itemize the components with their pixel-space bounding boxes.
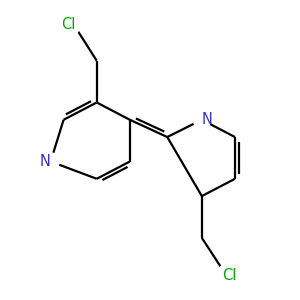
Circle shape — [193, 111, 211, 128]
Text: N: N — [40, 154, 51, 169]
Circle shape — [56, 13, 80, 37]
Text: Cl: Cl — [61, 17, 75, 32]
Circle shape — [42, 153, 59, 170]
Circle shape — [217, 263, 241, 287]
Text: Cl: Cl — [222, 268, 236, 283]
Text: N: N — [202, 112, 213, 127]
